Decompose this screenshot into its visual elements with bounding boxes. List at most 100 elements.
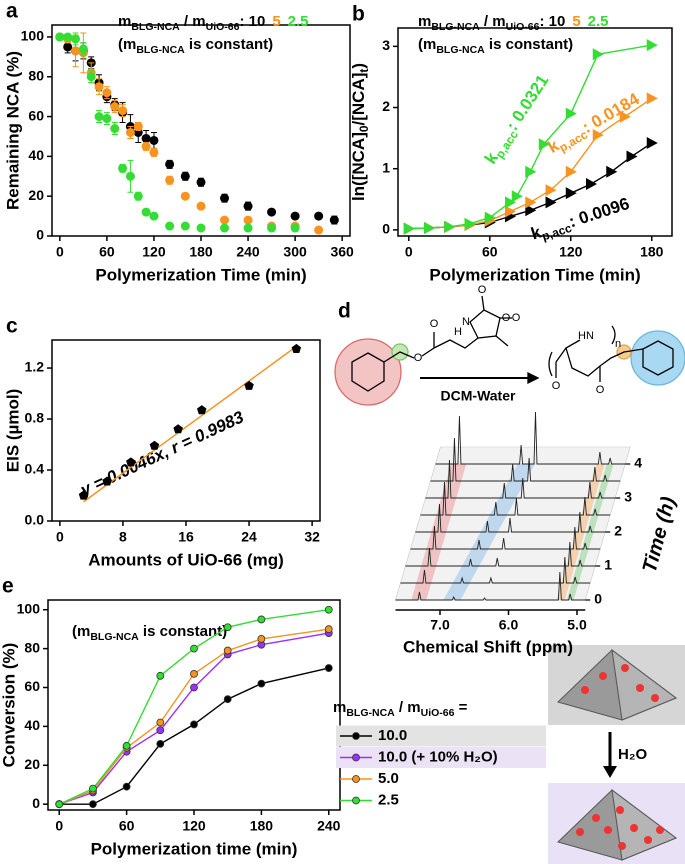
data-point <box>538 138 550 151</box>
time-tick-label: 3 <box>624 489 632 505</box>
text-run: is constant) <box>185 36 273 53</box>
subscript: UiO-66 <box>421 707 455 719</box>
data-point <box>424 222 436 235</box>
data-point <box>223 695 232 704</box>
text-run: is constant) <box>139 623 227 640</box>
legend-label: 10.0 <box>378 727 407 744</box>
cluster <box>616 806 624 814</box>
annotation: (mBLG-NCA is constant) <box>72 623 227 643</box>
y-tick-label: 2 <box>382 98 390 114</box>
data-point <box>565 187 577 200</box>
y-tick-label: 0.0 <box>25 512 45 528</box>
text-run: / m <box>480 13 506 30</box>
text-run: /[NCA] <box>349 73 368 126</box>
subscript: BLG-NCA <box>431 21 480 33</box>
data-point <box>646 39 658 52</box>
time-axis-label: Time (h) <box>639 494 680 575</box>
x-tick-label: 240 <box>317 818 341 834</box>
plot-frame <box>397 27 673 237</box>
data-point <box>125 171 135 181</box>
data-point <box>86 72 96 82</box>
text-run: / m <box>180 13 206 30</box>
data-point <box>63 32 73 42</box>
data-point <box>626 150 638 163</box>
data-point <box>243 215 253 225</box>
nmr-trace <box>405 541 596 567</box>
series-line <box>58 628 329 805</box>
data-point <box>94 112 104 122</box>
data-point <box>223 646 232 655</box>
series-line <box>58 609 329 805</box>
panel-label: d <box>338 300 351 323</box>
data-point <box>173 424 183 434</box>
subscript: BLG-NCA <box>136 44 185 56</box>
data-point <box>190 644 198 653</box>
data-point <box>110 124 120 134</box>
data-point <box>220 215 230 225</box>
data-point <box>592 129 604 142</box>
data-point <box>149 211 159 221</box>
nmr-trace <box>430 437 621 482</box>
subscript: p,acc <box>540 221 574 244</box>
cluster <box>651 694 659 702</box>
nmr-trace <box>425 459 616 499</box>
data-point <box>122 782 131 791</box>
cluster <box>644 836 652 844</box>
phenyl-highlight <box>334 338 402 406</box>
text-run: : <box>539 13 548 30</box>
rate-constant-label: kp,acc: 0.0184 <box>545 89 645 159</box>
data-point <box>118 106 128 116</box>
y-tick-label: 0 <box>382 221 390 237</box>
data-point <box>196 223 206 233</box>
data-point <box>606 165 618 178</box>
legend-entry: 5 <box>272 13 280 30</box>
x-axis-label: Polymerization Time (min) <box>429 265 640 284</box>
atom: O <box>502 312 511 324</box>
nmr-trace <box>395 571 586 601</box>
y-tick-label: 0.8 <box>25 410 45 426</box>
legend-label: 5.0 <box>378 770 399 787</box>
y-tick-label: 40 <box>24 717 40 733</box>
legend-row-bg <box>336 725 546 747</box>
text-run: / m <box>395 699 421 716</box>
data-point <box>156 739 165 748</box>
data-point <box>525 196 537 209</box>
y-tick-label: 1 <box>382 159 390 175</box>
data-point <box>324 664 333 672</box>
y-axis-label: Remaining NCA (%) <box>3 51 22 210</box>
data-point <box>71 34 81 44</box>
text-run: ) <box>349 63 368 69</box>
legend-title: mBLG-NCA / mUiO-66 = <box>333 699 468 719</box>
panel-label: c <box>6 315 18 338</box>
data-point <box>646 137 658 150</box>
data-point <box>89 800 97 809</box>
data-point <box>329 215 339 225</box>
x-tick-label: 240 <box>236 244 260 260</box>
x-tick-label: 180 <box>189 244 213 260</box>
data-point <box>220 223 230 233</box>
data-point <box>646 92 658 105</box>
data-point <box>565 165 577 178</box>
subscript: 0 <box>357 125 371 132</box>
cluster <box>592 814 600 822</box>
text-run: (m <box>72 623 90 640</box>
y-tick-label: 100 <box>21 28 45 44</box>
panel-label: a <box>6 0 18 23</box>
legend-entry: 10 <box>549 13 566 30</box>
annotation: (mBLG-NCA is constant) <box>118 36 273 56</box>
atom-labels: O O O O O N H HN n O O <box>414 284 621 396</box>
time-tick-label: 4 <box>634 455 642 471</box>
legend-marker <box>352 775 360 783</box>
data-point <box>149 135 159 145</box>
text-run: ln([NCA] <box>349 132 368 201</box>
data-point <box>196 201 206 211</box>
data-point <box>314 211 324 221</box>
y-tick-label: 100 <box>17 600 41 616</box>
y-tick-label: 3 <box>382 37 390 53</box>
phenyl-highlight <box>630 330 685 386</box>
data-point <box>102 476 112 486</box>
nmr-trace <box>410 525 601 550</box>
subscript: BLG-NCA <box>131 21 180 33</box>
legend-entry: 2.5 <box>588 13 609 30</box>
